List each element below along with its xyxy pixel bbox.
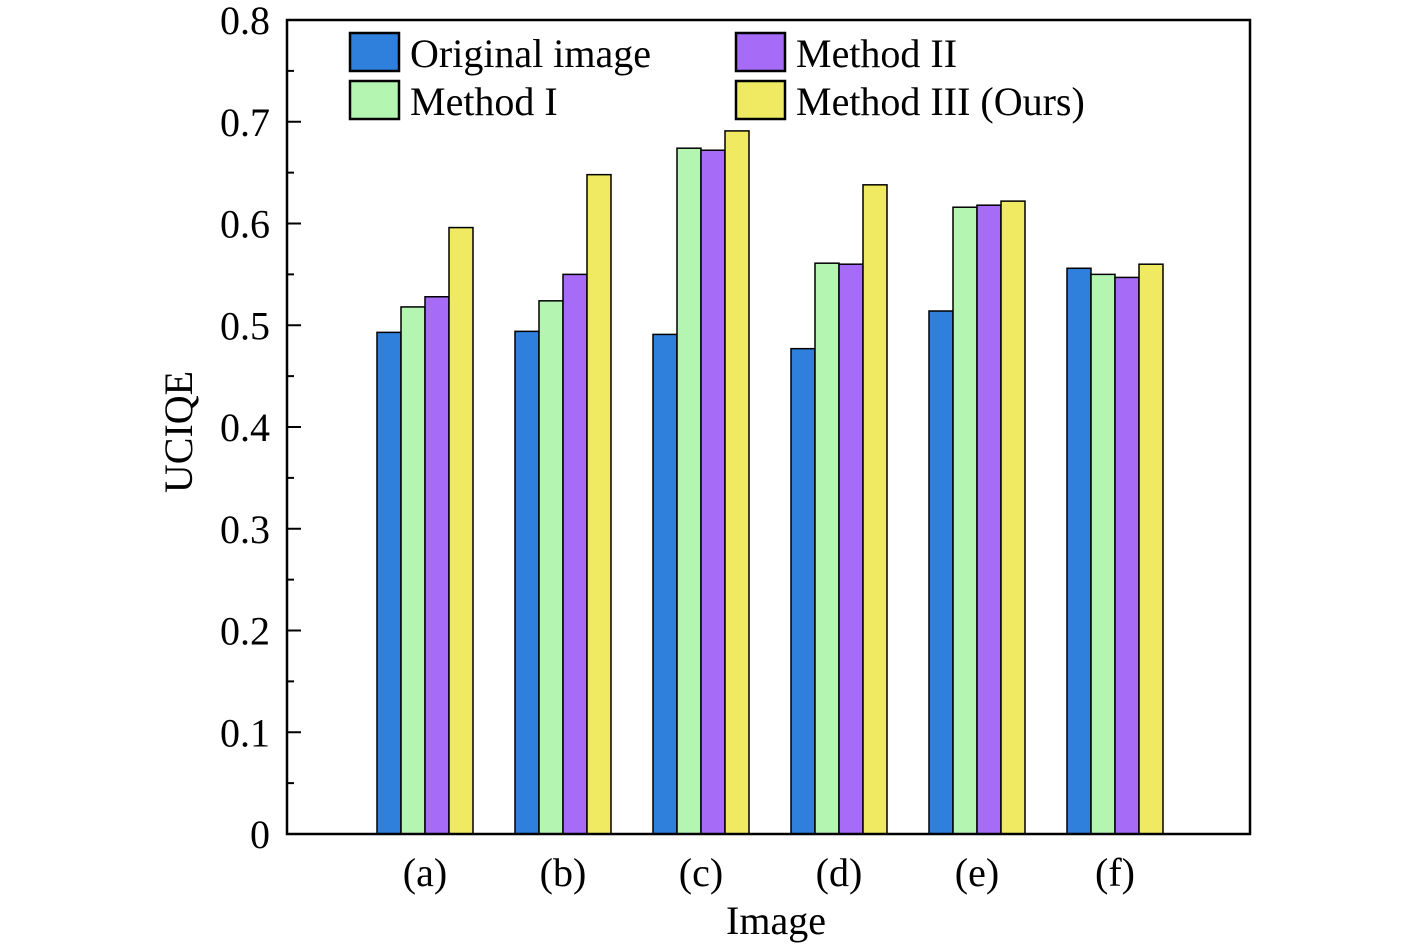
bar-1-f: [1066, 267, 1092, 835]
legend-swatch: [734, 79, 787, 121]
bar-1-b: [514, 330, 540, 835]
x-tick-label: (a): [403, 850, 447, 895]
bar-3-a: [424, 296, 450, 835]
bar-3-e: [976, 204, 1002, 835]
bar-4-b: [586, 173, 612, 835]
y-tick-label: 0.5: [220, 303, 270, 348]
y-tick-label: 0.2: [220, 609, 270, 654]
bars-group: [376, 130, 1164, 835]
bar-3-f: [1114, 276, 1140, 835]
bar-4-d: [862, 184, 888, 835]
legend-label: Method II: [796, 31, 957, 76]
bar-2-f: [1090, 273, 1116, 835]
bar-4-c: [724, 130, 750, 835]
legend-swatch: [348, 79, 401, 121]
legend-swatch: [734, 31, 787, 73]
bar-3-d: [838, 263, 864, 835]
bar-4-a: [448, 226, 474, 835]
y-axis-title: UCIQE: [156, 371, 201, 493]
y-tick-label: 0.1: [220, 710, 270, 755]
bar-2-c: [676, 147, 702, 835]
bar-1-a: [376, 331, 402, 835]
x-tick-label: (e): [955, 850, 999, 895]
x-tick-label: (b): [540, 850, 587, 895]
bar-3-b: [562, 273, 588, 835]
bar-2-e: [952, 206, 978, 835]
legend-label: Method I: [410, 79, 558, 124]
legend-swatch: [348, 31, 401, 73]
bar-2-a: [400, 306, 426, 835]
bar-2-b: [538, 300, 564, 835]
y-tick-label: 0.3: [220, 507, 270, 552]
x-axis-title: Image: [726, 898, 826, 943]
bar-4-f: [1138, 263, 1164, 835]
y-tick-label: 0.8: [220, 0, 270, 43]
bar-1-d: [790, 347, 816, 835]
x-tick-label: (d): [816, 850, 863, 895]
y-tick-label: 0.4: [220, 405, 270, 450]
legend-label: Method III (Ours): [796, 79, 1085, 124]
axes-group: 0 0.1 0.2 0.3 0.4 0.5 0.6 0.7 0.8 (a) (b) (c) (d) (e)…: [220, 0, 1252, 895]
y-tick-label: 0: [250, 812, 270, 857]
y-tick-label: 0.7: [220, 100, 270, 145]
bar-4-e: [1000, 200, 1026, 835]
bar-3-c: [700, 149, 726, 835]
x-tick-label: (f): [1095, 850, 1135, 895]
y-tick-label: 0.6: [220, 202, 270, 247]
bar-1-c: [652, 333, 678, 835]
legend-label: Original image: [410, 31, 651, 76]
bar-1-e: [928, 310, 954, 835]
x-tick-label: (c): [679, 850, 723, 895]
bar-2-d: [814, 262, 840, 835]
